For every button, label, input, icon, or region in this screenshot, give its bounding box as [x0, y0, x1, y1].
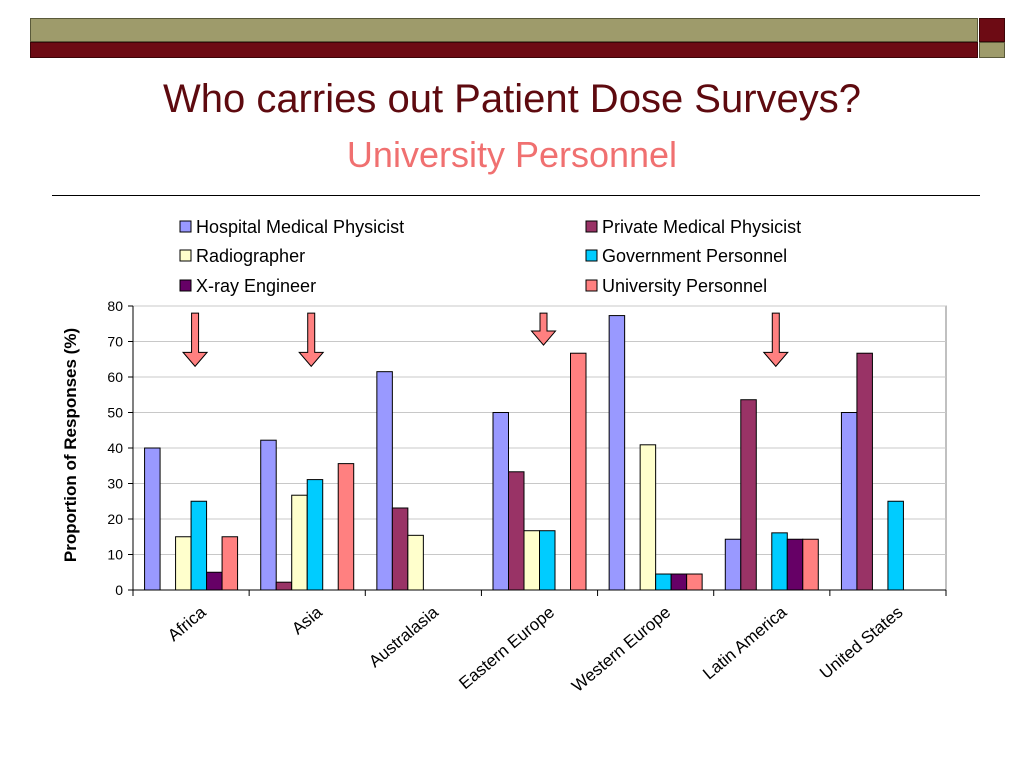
chart-bars	[144, 315, 904, 591]
bar-government-personnel-united-states	[887, 500, 904, 591]
bar-government-personnel-latin-america	[771, 532, 788, 591]
y-tick-label-60: 60	[107, 369, 123, 385]
bar-radiographer-asia	[291, 494, 308, 591]
header-bar-olive	[30, 18, 978, 42]
legend-label-hospital-medical-physicist: Hospital Medical Physicist	[196, 217, 404, 237]
legend-item-government-personnel: Government Personnel	[585, 246, 787, 266]
y-tick-label-20: 20	[107, 511, 123, 527]
bar-hospital-medical-physicist-eastern-europe	[492, 412, 509, 591]
bar-university-personnel-latin-america	[802, 538, 819, 591]
bar-government-personnel-western-europe	[655, 573, 672, 591]
bar-university-personnel-eastern-europe	[570, 352, 587, 591]
corner-square-olive	[979, 42, 1005, 58]
legend-swatch-hospital-medical-physicist	[179, 220, 192, 233]
down-arrow-asia	[298, 312, 325, 368]
bar-private-medical-physicist-united-states	[856, 352, 873, 591]
y-tick-label-40: 40	[107, 440, 123, 456]
bar-x-ray-engineer-latin-america	[786, 538, 804, 591]
bar-hospital-medical-physicist-africa	[144, 447, 161, 591]
y-tick-label-50: 50	[107, 405, 123, 421]
bar-radiographer-australasia	[407, 534, 424, 591]
bar-radiographer-eastern-europe	[523, 530, 540, 591]
bar-private-medical-physicist-asia	[275, 581, 293, 591]
y-tick-label-80: 80	[107, 298, 123, 314]
legend-item-university-personnel: University Personnel	[585, 276, 767, 296]
bar-hospital-medical-physicist-latin-america	[724, 538, 742, 591]
bar-private-medical-physicist-latin-america	[740, 399, 757, 591]
y-tick-label-70: 70	[107, 334, 123, 350]
bar-government-personnel-eastern-europe	[539, 530, 556, 591]
x-category-label-united-states: United States	[816, 603, 906, 683]
legend-item-private-medical-physicist: Private Medical Physicist	[585, 217, 801, 237]
legend-item-radiographer: Radiographer	[179, 246, 305, 266]
down-arrow-eastern-europe	[530, 312, 557, 346]
y-axis-label: Proportion of Responses (%)	[61, 328, 80, 562]
slide-subtitle: University Personnel	[346, 134, 678, 175]
header-bar-maroon	[30, 42, 978, 58]
bar-radiographer-africa	[175, 536, 192, 591]
x-category-label-eastern-europe: Eastern Europe	[455, 603, 558, 693]
legend-label-radiographer: Radiographer	[196, 246, 305, 266]
bar-university-personnel-western-europe	[686, 573, 703, 591]
slide-title: Who carries out Patient Dose Surveys?	[162, 77, 862, 121]
down-arrow-latin-america	[762, 312, 789, 368]
legend-item-x-ray-engineer: X-ray Engineer	[179, 276, 316, 296]
title-divider	[52, 195, 980, 196]
bar-chart: Hospital Medical Physicist Private Medica…	[61, 217, 947, 696]
legend-label-x-ray-engineer: X-ray Engineer	[196, 276, 316, 296]
bar-private-medical-physicist-australasia	[391, 507, 409, 591]
x-category-label-africa: Africa	[164, 602, 210, 645]
legend-label-private-medical-physicist: Private Medical Physicist	[602, 217, 801, 237]
x-category-label-western-europe: Western Europe	[568, 603, 674, 696]
legend-label-government-personnel: Government Personnel	[602, 246, 787, 266]
down-arrow-africa	[181, 312, 209, 368]
bar-government-personnel-africa	[190, 500, 208, 591]
bar-government-personnel-asia	[306, 479, 324, 591]
bar-hospital-medical-physicist-united-states	[840, 412, 858, 591]
bar-university-personnel-asia	[337, 463, 355, 591]
legend-item-hospital-medical-physicist: Hospital Medical Physicist	[179, 217, 404, 237]
y-tick-label-0: 0	[115, 582, 123, 598]
chart-annotations	[181, 312, 789, 368]
bar-x-ray-engineer-western-europe	[670, 573, 688, 591]
x-category-label-asia: Asia	[288, 602, 326, 638]
legend-swatch-private-medical-physicist	[585, 220, 598, 233]
corner-square-maroon	[979, 18, 1005, 42]
x-category-label-australasia: Australasia	[365, 602, 442, 671]
y-tick-label-10: 10	[107, 547, 123, 563]
legend-swatch-university-personnel	[585, 279, 598, 292]
y-tick-label-30: 30	[107, 476, 123, 492]
x-category-label-latin-america: Latin America	[699, 602, 791, 683]
bar-hospital-medical-physicist-asia	[260, 439, 277, 591]
chart-legend: Hospital Medical Physicist Private Medica…	[179, 217, 801, 296]
bar-private-medical-physicist-eastern-europe	[508, 471, 525, 591]
bar-radiographer-western-europe	[639, 444, 657, 591]
legend-swatch-government-personnel	[585, 249, 598, 262]
legend-label-university-personnel: University Personnel	[602, 276, 767, 296]
legend-swatch-radiographer	[179, 249, 192, 262]
bar-x-ray-engineer-africa	[206, 571, 223, 591]
bar-university-personnel-africa	[221, 536, 239, 591]
bar-hospital-medical-physicist-australasia	[376, 371, 393, 591]
bar-hospital-medical-physicist-western-europe	[608, 315, 626, 591]
legend-swatch-x-ray-engineer	[179, 279, 192, 292]
